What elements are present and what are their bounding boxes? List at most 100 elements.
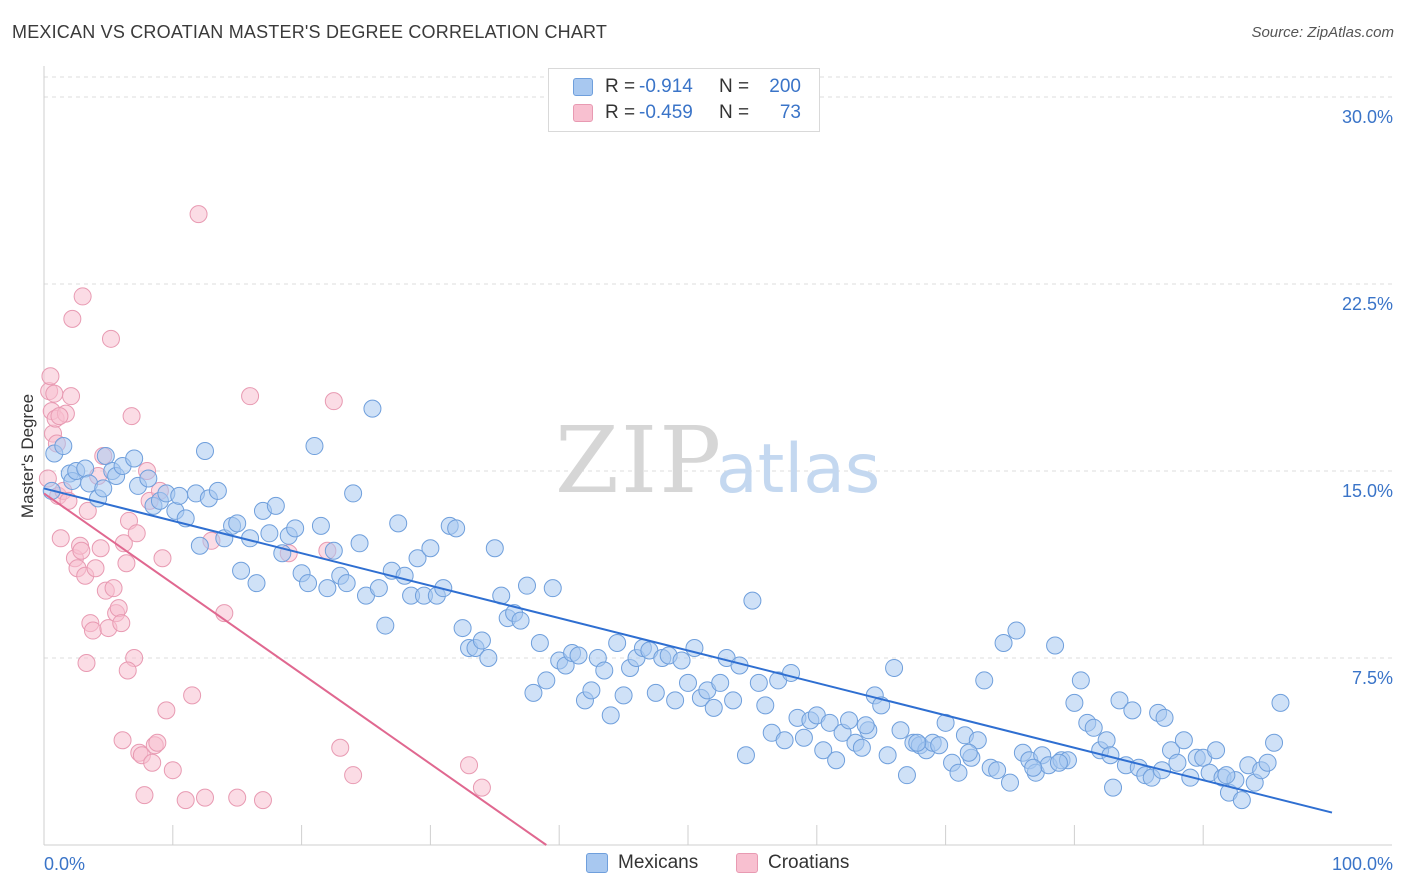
point-croatians: [183, 686, 202, 705]
point-croatians: [324, 392, 343, 411]
point-mexicans: [582, 681, 601, 700]
point-mexicans: [878, 746, 897, 765]
point-mexicans: [975, 671, 994, 690]
point-mexicans: [1258, 753, 1277, 772]
point-croatians: [127, 524, 146, 543]
point-croatians: [143, 753, 162, 772]
point-mexicans: [569, 646, 588, 665]
legend-item-mexicans[interactable]: Mexicans: [586, 852, 698, 874]
point-mexicans: [170, 486, 189, 505]
point-mexicans: [421, 539, 440, 558]
y-tick-label: 22.5%: [1342, 294, 1393, 314]
point-croatians: [117, 554, 136, 573]
point-mexicans: [1024, 758, 1043, 777]
point-mexicans: [1110, 691, 1129, 710]
point-croatians: [148, 733, 167, 752]
point-mexicans: [959, 743, 978, 762]
point-mexicans: [897, 766, 916, 785]
point-croatians: [62, 387, 81, 406]
point-croatians: [83, 621, 102, 640]
point-mexicans: [840, 711, 858, 730]
point-croatians: [331, 738, 350, 757]
point-croatians: [135, 786, 154, 805]
point-mexicans: [266, 496, 285, 515]
point-mexicans: [666, 691, 685, 710]
point-croatians: [196, 788, 214, 807]
point-mexicans: [1065, 693, 1084, 712]
point-mexicans: [537, 671, 556, 690]
point-mexicans: [324, 541, 343, 560]
legend-r-label: R =: [605, 102, 636, 123]
point-mexicans: [139, 469, 158, 488]
point-mexicans: [318, 579, 337, 598]
point-mexicans: [196, 442, 214, 461]
point-croatians: [460, 756, 479, 775]
stats-legend: R = -0.914 N = 200 R = -0.459 N = 73: [548, 68, 820, 132]
point-mexicans: [1155, 708, 1174, 727]
legend-r-label: R =: [605, 76, 636, 97]
point-croatians: [118, 661, 137, 680]
point-mexicans: [820, 713, 839, 732]
point-mexicans: [518, 576, 536, 595]
axes: [43, 66, 1392, 846]
y-tick-label: 15.0%: [1342, 481, 1393, 501]
point-mexicans: [524, 683, 543, 702]
series-mexicans-points: [42, 399, 1290, 810]
point-mexicans: [1265, 733, 1284, 752]
point-mexicans: [369, 579, 388, 598]
legend-label-croatians: Croatians: [768, 852, 850, 873]
trend-lines: [43, 487, 1333, 846]
point-croatians: [112, 614, 131, 633]
point-croatians: [228, 788, 247, 807]
point-mexicans: [1232, 791, 1251, 810]
point-mexicans: [994, 634, 1013, 653]
point-croatians: [163, 761, 182, 780]
point-mexicans: [125, 449, 144, 468]
point-mexicans: [1104, 778, 1123, 797]
x-tick-label: 100.0%: [1332, 854, 1393, 874]
point-croatians: [41, 367, 60, 386]
legend-swatch-mexicans: [573, 78, 593, 96]
series-legend: Mexicans Croatians: [0, 852, 1406, 876]
point-croatians: [104, 579, 123, 598]
point-croatians: [101, 329, 120, 348]
point-mexicans: [794, 728, 813, 747]
point-mexicans: [814, 741, 833, 760]
point-mexicans: [389, 514, 408, 533]
point-mexicans: [94, 479, 113, 498]
point-mexicans: [247, 574, 266, 593]
y-tick-label: 30.0%: [1342, 107, 1393, 127]
legend-row-mexicans: R = -0.914 N = 200: [573, 75, 801, 99]
point-mexicans: [363, 399, 382, 418]
point-mexicans: [743, 591, 762, 610]
point-mexicans: [543, 579, 562, 598]
point-mexicans: [479, 648, 498, 667]
point-mexicans: [1049, 753, 1068, 772]
point-croatians: [86, 559, 105, 578]
point-croatians: [78, 501, 97, 520]
point-mexicans: [1001, 773, 1019, 792]
legend-r-value: -0.914: [639, 76, 693, 97]
y-axis-label: Master's Degree: [18, 394, 37, 518]
point-mexicans: [1174, 731, 1193, 750]
trend-line-mexicans: [43, 487, 1333, 814]
point-mexicans: [1207, 741, 1226, 760]
point-mexicans: [968, 731, 987, 750]
legend-label-mexicans: Mexicans: [618, 852, 699, 873]
point-mexicans: [190, 536, 209, 555]
point-mexicans: [1071, 671, 1090, 690]
point-mexicans: [601, 706, 620, 725]
point-mexicans: [736, 746, 755, 765]
point-mexicans: [852, 738, 871, 757]
point-mexicans: [208, 481, 227, 500]
legend-row-croatians: R = -0.459 N = 73: [573, 101, 801, 125]
tick-labels: 7.5% 15.0% 22.5% 30.0% 0.0% 100.0%: [44, 107, 1393, 874]
point-mexicans: [472, 631, 491, 650]
point-croatians: [73, 287, 92, 306]
point-mexicans: [530, 634, 549, 653]
point-croatians: [241, 387, 260, 406]
legend-item-croatians[interactable]: Croatians: [736, 852, 849, 874]
point-mexicans: [827, 751, 846, 770]
point-mexicans: [724, 691, 743, 710]
point-croatians: [122, 407, 141, 426]
